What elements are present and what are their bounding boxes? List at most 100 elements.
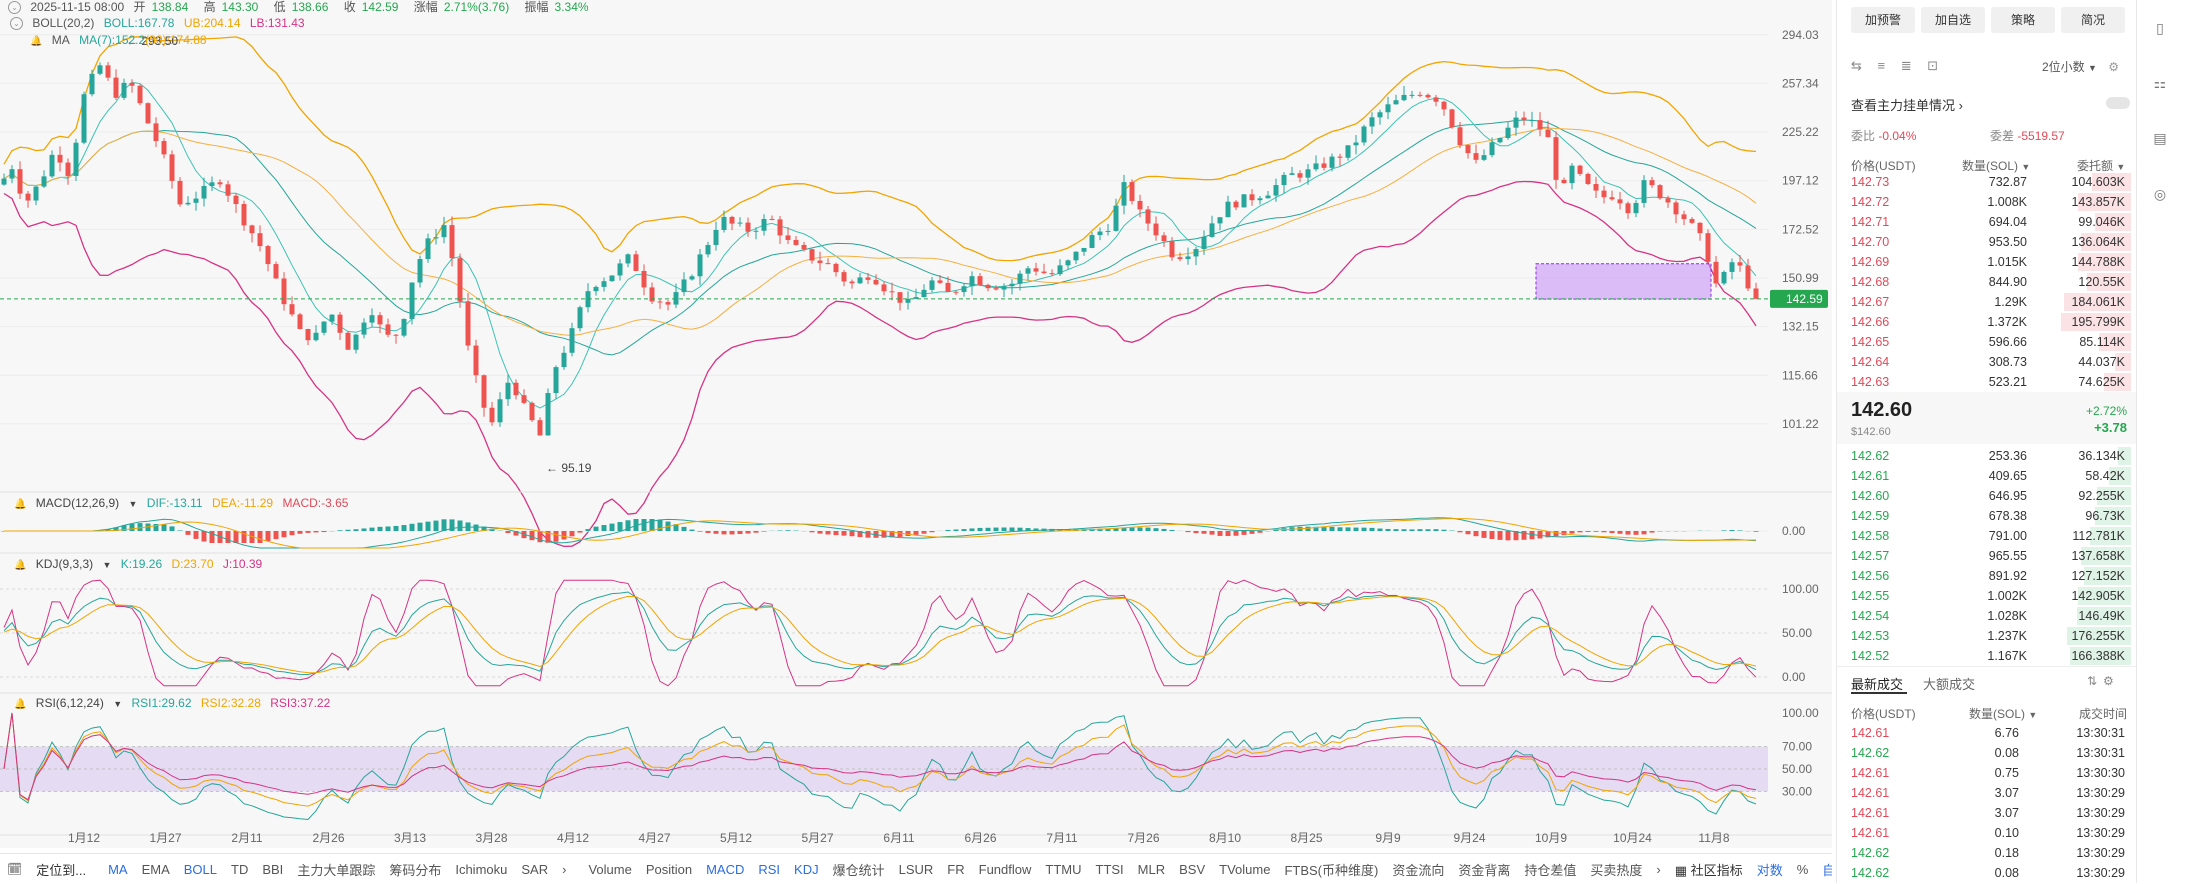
chart-icon[interactable]: ▤ xyxy=(2151,130,2169,148)
kline-chart[interactable]: 294.03257.34225.22197.12172.52150.99132.… xyxy=(0,0,1832,852)
dropdown-icon[interactable]: ▼ xyxy=(129,499,138,509)
locate-button[interactable]: 定位到... xyxy=(29,860,93,879)
dropdown-icon[interactable]: ▼ xyxy=(113,699,122,709)
ind-td[interactable]: TD xyxy=(224,862,255,877)
chevron-right-icon[interactable]: › xyxy=(555,862,573,877)
kdj-name[interactable]: KDJ(9,3,3) xyxy=(36,557,93,571)
layout-icon[interactable]: ⚏ xyxy=(2151,75,2169,93)
boll-mid: BOLL:167.78 xyxy=(104,16,175,30)
add-watchlist-button[interactable]: 加自选 xyxy=(1921,7,1985,33)
strategy-button[interactable]: 策略 xyxy=(1991,7,2055,33)
dropdown-icon[interactable]: ▼ xyxy=(103,560,112,570)
bell-icon[interactable]: 🔔 xyxy=(14,699,26,710)
ind-fundflow[interactable]: Fundflow xyxy=(972,862,1039,877)
candle-body xyxy=(162,141,167,154)
trade-col-qty[interactable]: 数量(SOL) ▼ xyxy=(1969,705,2037,722)
ind-macd[interactable]: MACD xyxy=(699,862,751,877)
ind-rsi[interactable]: RSI xyxy=(751,862,787,877)
log-scale-toggle[interactable]: 对数 xyxy=(1750,860,1790,879)
tab-latest-trades[interactable]: 最新成交 xyxy=(1851,674,1903,693)
ind-mlr[interactable]: MLR xyxy=(1131,862,1172,877)
ind-fund-flow-cn[interactable]: 资金流向 xyxy=(1385,860,1451,879)
tab-large-trades[interactable]: 大额成交 xyxy=(1923,674,1975,693)
collapse-icon[interactable]: ⌄ xyxy=(8,1,21,14)
ind-buy-sell-heat[interactable]: 买卖热度 xyxy=(1583,860,1649,879)
ind-fund-divergence[interactable]: 资金背离 xyxy=(1451,860,1517,879)
ind-ma[interactable]: MA xyxy=(101,862,135,877)
add-alert-button[interactable]: 加预警 xyxy=(1851,7,1915,33)
boll-name[interactable]: BOLL(20,2) xyxy=(32,16,94,30)
ai-icon[interactable]: ◎ xyxy=(2151,186,2169,204)
depth-mode-icons[interactable]: ⇆ ≡ ≣ ⊡ xyxy=(1851,58,1944,74)
collapse-icon[interactable]: ⌄ xyxy=(10,17,23,30)
candle-body xyxy=(834,264,839,272)
settings-icon[interactable]: ⚙ xyxy=(2108,60,2119,74)
macd-zero-label: 0.00 xyxy=(1782,524,1806,538)
ind-ttmu[interactable]: TTMU xyxy=(1038,862,1088,877)
x-tick-label: 11月8 xyxy=(1698,831,1729,845)
document-icon[interactable]: ▯ xyxy=(2151,20,2169,38)
ind-kdj[interactable]: KDJ xyxy=(787,862,826,877)
ind-tvolume[interactable]: TVolume xyxy=(1212,862,1277,877)
chevron-right-icon[interactable]: › xyxy=(1649,862,1667,877)
ind-ttsi[interactable]: TTSI xyxy=(1089,862,1131,877)
precision-select[interactable]: 2位小数 ▼ ⚙ xyxy=(2042,58,2119,75)
bell-icon[interactable]: 🔔 xyxy=(14,560,26,571)
bell-icon[interactable]: 🔔 xyxy=(14,499,26,510)
ma-name[interactable]: MA xyxy=(52,33,70,47)
ind-volume[interactable]: Volume xyxy=(581,862,638,877)
macd-name[interactable]: MACD(12,26,9) xyxy=(36,496,119,510)
candle-body xyxy=(890,291,895,292)
ind-ichimoku[interactable]: Ichimoku xyxy=(448,862,514,877)
overview-button[interactable]: 简况 xyxy=(2061,7,2125,33)
tab-big-label: 大额成交 xyxy=(1923,677,1975,692)
ind-fr[interactable]: FR xyxy=(940,862,971,877)
candle-body xyxy=(682,279,687,292)
ind-position-diff[interactable]: 持仓差值 xyxy=(1517,860,1583,879)
rsi-name[interactable]: RSI(6,12,24) xyxy=(36,696,104,710)
main-order-link[interactable]: 查看主力挂单情况 › xyxy=(1851,95,1963,114)
ind-ftbs[interactable]: FTBS(币种维度) xyxy=(1277,860,1385,879)
ind-boll[interactable]: BOLL xyxy=(177,862,224,877)
ind-position[interactable]: Position xyxy=(639,862,699,877)
ind-main-order[interactable]: 主力大单跟踪 xyxy=(290,860,382,879)
auto-toggle[interactable]: 自动 xyxy=(1815,860,1832,879)
community-indicator[interactable]: ▦ 社区指标 xyxy=(1668,860,1750,879)
bell-icon[interactable]: 🔔 xyxy=(30,36,42,47)
trade-settings-icons[interactable]: ⇅⚙ xyxy=(2087,674,2120,688)
ind-ema[interactable]: EMA xyxy=(135,862,177,877)
ind-chip[interactable]: 筹码分布 xyxy=(382,860,448,879)
ind-bsv[interactable]: BSV xyxy=(1172,862,1212,877)
ind-lsur[interactable]: LSUR xyxy=(892,862,941,877)
locate-icon[interactable]: 🗓 xyxy=(0,862,29,876)
ind-liquidation[interactable]: 爆仓统计 xyxy=(826,860,892,879)
ind-bbi[interactable]: BBI xyxy=(255,862,290,877)
bid-total: 166.388K xyxy=(2071,649,2125,663)
main-order-toggle[interactable] xyxy=(2106,97,2130,109)
percent-toggle[interactable]: % xyxy=(1790,862,1816,877)
ind-sar[interactable]: SAR xyxy=(514,862,555,877)
